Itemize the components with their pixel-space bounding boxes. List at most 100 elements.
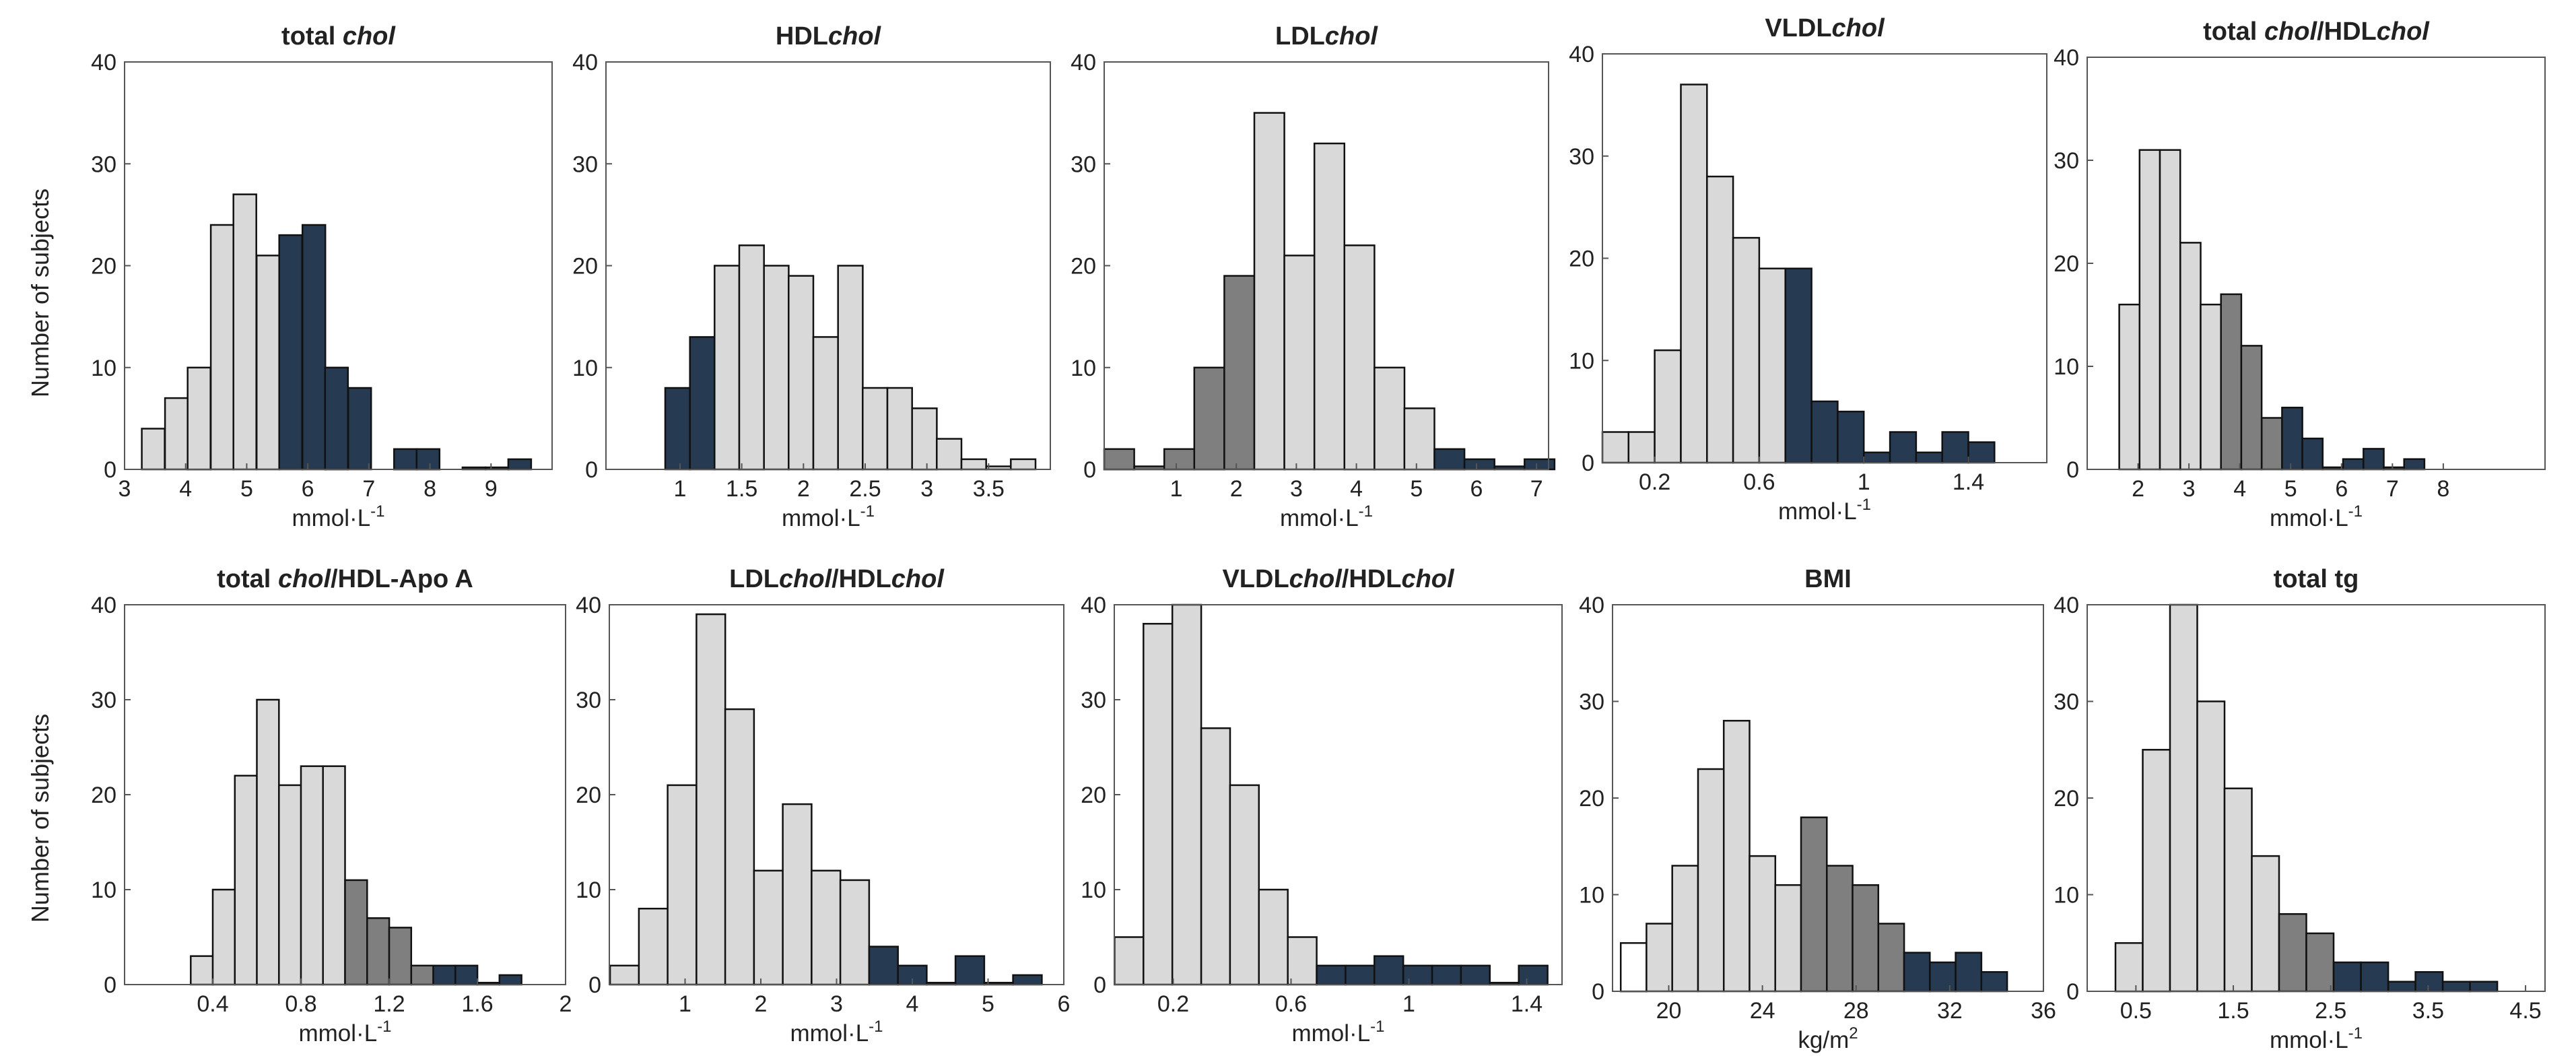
x-tick-label: 2 [2132, 476, 2144, 502]
histogram-bar [2142, 749, 2171, 993]
y-tick-label: 30 [91, 152, 116, 177]
x-tick-label: 5 [1410, 476, 1423, 502]
x-tick-label: 1 [1402, 991, 1415, 1017]
histogram-bar [1343, 244, 1376, 471]
histogram-bar [1941, 431, 1969, 464]
panel-title: LDLchol [1275, 22, 1378, 51]
x-tick-label: 7 [2386, 476, 2399, 502]
x-tick-label: 24 [1750, 998, 1775, 1024]
x-tick-label: 0.2 [1639, 469, 1670, 495]
y-tick-label: 20 [572, 254, 598, 279]
y-tick-label: 30 [1579, 690, 1604, 715]
x-axis-label: mmol·L-1 [790, 1018, 883, 1047]
histogram-bar [954, 955, 986, 986]
y-tick-label: 20 [2054, 786, 2079, 811]
histogram-bar [1980, 971, 2008, 993]
histogram-bar [960, 458, 987, 471]
y-tick-label: 0 [104, 972, 116, 998]
x-tick-label: 3 [920, 476, 933, 502]
y-tick-label: 0 [104, 457, 116, 483]
histogram-bar [1258, 888, 1289, 986]
histogram-bar [2363, 448, 2385, 471]
x-tick-label: 6 [2335, 476, 2348, 502]
y-tick-label: 20 [1081, 783, 1106, 808]
histogram-bar [2138, 149, 2161, 471]
histogram-bar [1114, 936, 1145, 986]
histogram-bar [211, 888, 236, 986]
panel-title: total chol/HDL-Apo A [217, 565, 473, 593]
y-tick-label: 0 [2066, 457, 2079, 483]
histogram-bar [2360, 961, 2389, 993]
histogram-bar [936, 438, 963, 471]
histogram-bar [2332, 961, 2362, 993]
histogram-bar [344, 879, 368, 986]
histogram-bar [498, 974, 522, 986]
histogram-bar [2260, 417, 2283, 471]
y-tick-label: 40 [1569, 42, 1594, 67]
histogram-bar [2220, 293, 2243, 471]
y-tick-label: 30 [1569, 144, 1594, 170]
histogram-bar [886, 387, 913, 471]
x-tick-label: 0.8 [285, 991, 316, 1017]
histogram-bar [911, 407, 938, 471]
panel-total-chol: 0 10 20 30 40 3 4 5 6 7 8 9 total chol mmol·L-1 [91, 22, 553, 531]
x-tick-label: 8 [423, 476, 436, 502]
x-tick-label: 2 [797, 476, 810, 502]
y-tick-label: 40 [576, 593, 601, 618]
histogram-bar [1171, 603, 1202, 986]
histogram-bar [2169, 603, 2198, 993]
histogram-bar [724, 708, 755, 986]
y-tick-label: 20 [91, 783, 116, 808]
x-tick-label: 4.5 [2509, 998, 2541, 1024]
histogram-bar [366, 917, 391, 986]
histogram-bar [301, 224, 327, 471]
x-tick-label: 3 [1290, 476, 1303, 502]
histogram-bar [1671, 865, 1699, 993]
panel-ldl-chol: 0 10 20 30 40 1 2 3 4 5 6 7 LDLchol mmol·L-1 [1071, 22, 1556, 531]
y-tick-label: 10 [576, 877, 601, 903]
histogram-bar [2403, 458, 2426, 471]
y-tick-label: 0 [1592, 979, 1604, 1005]
x-tick-label: 2.5 [849, 476, 881, 502]
x-axis-label: mmol·L-1 [292, 502, 384, 531]
histogram-bar [2414, 971, 2444, 993]
panel-total-chol-hdl-apo-a: 0 10 20 30 40 0.4 0.8 1.2 1.6 2 total chol/HDL-Apo… [91, 565, 572, 1047]
y-tick-label: 0 [1083, 457, 1096, 483]
x-tick-label: 3 [830, 991, 843, 1017]
histogram-bar [1345, 964, 1376, 986]
histogram-bar [1010, 458, 1037, 471]
y-tick-label: 0 [585, 457, 598, 483]
histogram-bar [410, 964, 434, 986]
y-tick-label: 10 [1071, 356, 1096, 381]
histogram-bar [1200, 727, 1231, 986]
histogram-bar [209, 224, 235, 471]
histogram-bar [190, 955, 214, 986]
histogram-bar [1403, 407, 1435, 471]
histogram-bar [1784, 267, 1812, 464]
x-tick-label: 4 [2233, 476, 2246, 502]
histogram-bar [1193, 366, 1225, 471]
histogram-bar [2240, 345, 2263, 471]
x-tick-label: 1 [674, 476, 687, 502]
histogram-bar [1758, 267, 1786, 464]
histogram-bar [1646, 923, 1673, 993]
x-axis-label: mmol·L-1 [782, 502, 875, 531]
y-tick-label: 20 [1071, 254, 1096, 279]
y-tick-label: 0 [588, 972, 601, 998]
x-tick-label: 4 [1350, 476, 1363, 502]
y-tick-label: 10 [2054, 883, 2079, 908]
panel-title: total chol/HDLchol [2203, 18, 2430, 46]
histogram-bar [1431, 964, 1462, 986]
x-tick-label: 1 [679, 991, 691, 1017]
histogram-bar [1253, 112, 1285, 471]
y-tick-label: 30 [1071, 152, 1096, 177]
x-axis-label: mmol·L-1 [298, 1018, 391, 1047]
x-axis-label: mmol·L-1 [1778, 496, 1871, 525]
x-tick-label: 1.2 [373, 991, 405, 1017]
x-tick-label: 2 [755, 991, 768, 1017]
histogram-bar [714, 265, 741, 471]
x-tick-label: 0.4 [197, 991, 228, 1017]
histogram-bar [1852, 884, 1880, 993]
x-tick-label: 1.4 [1953, 469, 1984, 495]
x-tick-label: 32 [1937, 998, 1963, 1024]
